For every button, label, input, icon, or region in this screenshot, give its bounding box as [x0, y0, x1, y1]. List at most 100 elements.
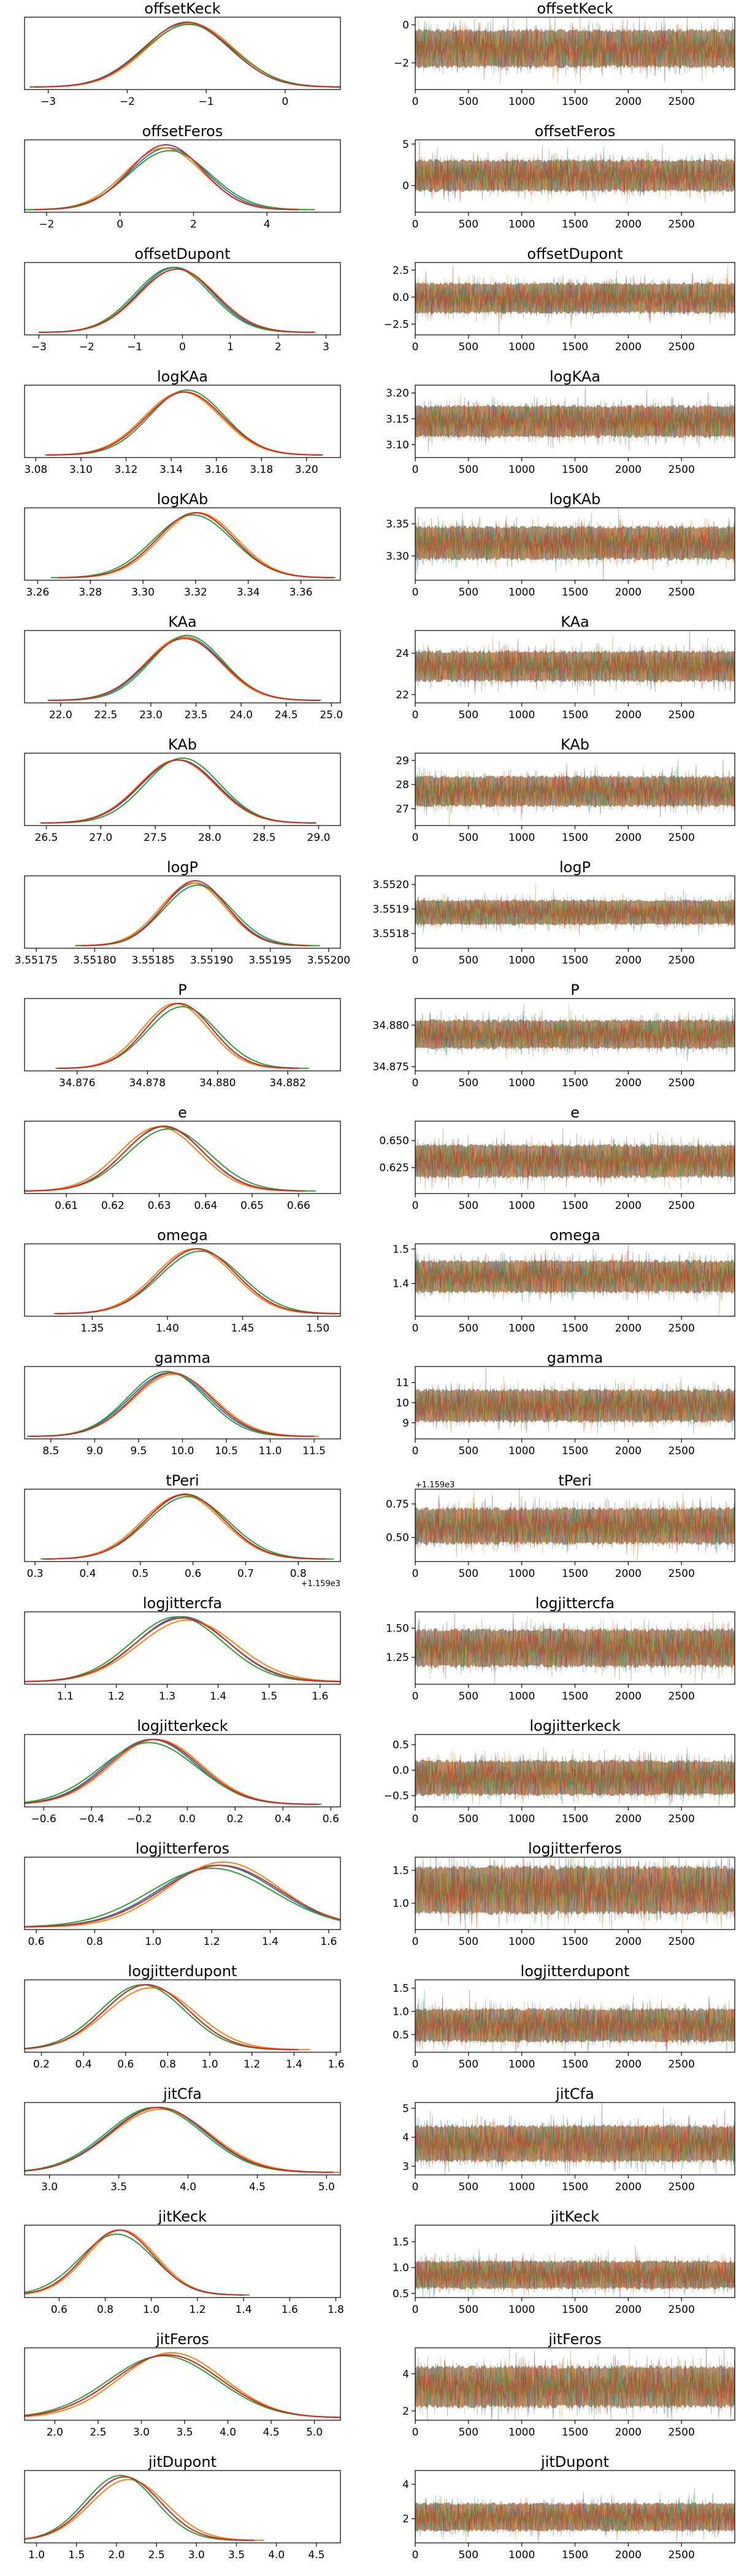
density-axes-frame [24, 17, 341, 90]
density-curve-chain-4 [56, 1248, 339, 1314]
density-axes-frame [24, 753, 341, 826]
trace-y-tick-label: 1.5 [393, 1983, 409, 1995]
trace-x-tick-label: 0 [412, 832, 419, 844]
trace-x-tick-label: 0 [412, 709, 419, 721]
density-x-tick-label: 3.0 [133, 2426, 150, 2439]
trace-x-tick-label: 2500 [669, 1445, 695, 1457]
density-panel-jitKeck: jitKeck 0.6 0.8 1.0 1.2 1.4 1.6 1.8 [24, 2208, 344, 2316]
density-title: logjittercfa [143, 1595, 222, 1612]
trace-x-tick-label: 2500 [669, 218, 695, 231]
trace-lines [415, 1244, 735, 1316]
density-x-tick-label: 0.2 [227, 1813, 243, 1825]
density-x-tick-label: 3.55175 [15, 954, 58, 967]
density-x-tick-label: 4.0 [180, 2181, 196, 2193]
trace-x-tick-label: 2500 [669, 709, 695, 721]
density-panel-jitDupont: jitDupont 1.0 1.5 2.0 2.5 3.0 3.5 4.0 4.5 [24, 2453, 341, 2561]
density-axes-frame [24, 998, 341, 1071]
trace-y-tick-label: 4 [402, 2368, 409, 2380]
trace-x-tick-label: 1000 [508, 586, 535, 599]
density-curve-chain-2 [75, 882, 311, 946]
density-axes-frame [24, 1243, 341, 1317]
trace-offset-label: +1.159e3 [415, 1481, 454, 1490]
density-x-tick-label: 10.5 [215, 1445, 238, 1457]
density-x-tick-label: 1.50 [306, 1322, 329, 1335]
trace-y-tick-label: 0.625 [379, 1162, 409, 1175]
density-curve-chain-4 [40, 759, 316, 824]
density-panel-KAb: KAb 26.5 27.0 27.5 28.0 28.5 29.0 [24, 736, 341, 844]
density-title: P [178, 981, 186, 999]
trace-x-tick-label: 2500 [669, 1813, 695, 1825]
density-curve-chain-4 [25, 1865, 341, 1928]
parameter-row-jitCfa: jitCfa 3.0 3.5 4.0 4.5 5.0 jitCfa 0 500 1000 1500 2… [24, 2085, 735, 2193]
trace-x-tick-label: 1500 [562, 1200, 588, 1212]
density-axes-frame [24, 1489, 341, 1562]
density-x-tick-label: −2 [39, 218, 54, 231]
trace-x-tick-label: 2500 [669, 1200, 695, 1212]
trace-x-tick-label: 500 [459, 586, 478, 599]
trace-x-tick-label: 1500 [562, 2058, 588, 2071]
density-title: KAa [168, 613, 196, 631]
density-x-tick-label: 3.16 [205, 464, 228, 476]
density-x-tick-label: 26.5 [35, 832, 58, 844]
parameter-row-offsetDupont: offsetDupont −3 −2 −1 0 1 2 3 offsetDupont 0 500 10… [24, 245, 735, 353]
trace-x-tick-label: 1000 [508, 341, 535, 353]
trace-x-tick-label: 1000 [508, 2058, 535, 2071]
density-curve-chain-2 [44, 391, 321, 456]
density-x-tick-label: 0.6 [117, 2058, 134, 2071]
trace-panel-jitDupont: jitDupont 0 500 1000 1500 2000 2500 2 4 [402, 2453, 735, 2561]
trace-lines [415, 1489, 735, 1560]
trace-x-tick-label: 1000 [508, 1445, 535, 1457]
trace-y-tick-label: −0.5 [384, 1790, 409, 1803]
trace-y-tick-label: 1.0 [393, 2262, 409, 2274]
density-x-tick-label: 28.0 [198, 832, 221, 844]
trace-y-tick-label: 1.50 [386, 1623, 409, 1635]
density-axes-frame [24, 2347, 341, 2421]
density-x-tick-label: 4 [264, 218, 270, 231]
trace-x-tick-label: 0 [412, 464, 419, 476]
trace-x-tick-label: 2000 [615, 1936, 642, 1948]
density-x-tick-label: 0 [179, 341, 186, 353]
density-x-tick-label: 8.5 [42, 1445, 59, 1457]
trace-title: logjittercfa [535, 1595, 615, 1612]
trace-panel-logjitterdupont: logjitterdupont 0 500 1000 1500 2000 2500 0.5 1.… [393, 1963, 735, 2071]
density-x-tick-label: 0.0 [179, 1813, 196, 1825]
trace-x-tick-label: 2000 [615, 1690, 642, 1703]
trace-x-tick-label: 1000 [508, 1813, 535, 1825]
density-curve-chain-4 [58, 512, 333, 578]
density-x-tick-label: 0.2 [33, 2058, 50, 2071]
density-x-tick-label: 0.4 [275, 1813, 291, 1825]
density-x-tick-label: 1.6 [320, 1936, 337, 1948]
density-x-tick-label: 3.32 [184, 586, 207, 599]
trace-x-tick-label: 500 [459, 709, 478, 721]
trace-y-tick-label: 3.35 [386, 518, 409, 531]
density-x-tick-label: 22.0 [49, 709, 72, 721]
trace-y-tick-label: 10 [396, 1397, 409, 1409]
trace-y-tick-label: 0 [402, 19, 409, 31]
trace-x-tick-label: 2500 [669, 2426, 695, 2439]
trace-line-chain-3 [415, 516, 735, 569]
density-x-tick-label: 3.08 [24, 464, 47, 476]
trace-x-tick-label: 1500 [562, 2181, 588, 2193]
density-panel-KAa: KAa 22.0 22.5 23.0 23.5 24.0 24.5 25.0 [24, 613, 343, 721]
trace-panel-logKAb: logKAb 0 500 1000 1500 2000 2500 3.30 3.35 [386, 491, 735, 599]
density-x-tick-label: 1.0 [28, 2549, 45, 2561]
trace-x-tick-label: 2000 [615, 1445, 642, 1457]
trace-panel-logP: logP 0 500 1000 1500 2000 2500 3.5518 3.5519 3.55… [373, 859, 735, 967]
trace-line-chain-4 [415, 1857, 735, 1927]
density-curve-chain-4 [33, 21, 340, 88]
trace-lines [415, 631, 735, 696]
density-x-tick-label: 1.0 [202, 2058, 218, 2071]
trace-line-chain-4 [415, 2107, 735, 2175]
density-x-tick-label: 4.5 [308, 2549, 324, 2561]
trace-lines [415, 508, 735, 580]
trace-y-tick-label: 11 [396, 1377, 409, 1389]
trace-lines [415, 883, 735, 936]
trace-line-chain-4 [415, 516, 735, 580]
trace-line-chain-3 [415, 270, 735, 327]
trace-y-tick-label: 1.5 [393, 1865, 409, 1877]
density-curve-chain-4 [34, 144, 299, 210]
trace-x-tick-label: 2000 [615, 96, 642, 108]
trace-x-tick-label: 1000 [508, 218, 535, 231]
